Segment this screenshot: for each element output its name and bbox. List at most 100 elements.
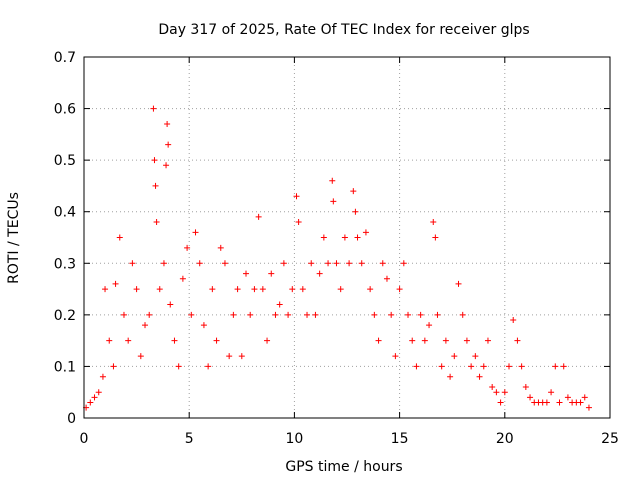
data-point [160,260,167,267]
data-point [354,234,361,241]
data-points [83,105,592,411]
data-point [285,311,292,318]
data-point [196,260,203,267]
data-point [200,322,207,329]
x-tick-label: 25 [601,431,619,447]
x-tick-labels: 0 5 10 15 20 25 [80,431,619,447]
data-point [388,311,395,318]
data-point [308,260,315,267]
x-tick-label: 5 [185,431,194,447]
data-point [179,275,186,282]
data-point [120,311,127,318]
data-point [379,260,386,267]
data-point [501,389,508,396]
data-point [383,275,390,282]
data-point [164,121,171,128]
data-point [87,399,94,406]
data-point [142,322,149,329]
data-point [459,311,466,318]
data-point [371,311,378,318]
data-point [585,404,592,411]
data-point [251,286,258,293]
data-point [400,260,407,267]
data-point [165,141,172,148]
data-point [497,399,504,406]
y-tick-label: 0.3 [54,256,76,272]
data-point [581,394,588,401]
data-point [299,286,306,293]
data-point [352,208,359,215]
data-point [230,311,237,318]
y-tick-label: 0.1 [54,359,76,375]
data-point [434,311,441,318]
data-point [489,384,496,391]
data-point [125,337,132,344]
data-point [217,244,224,251]
data-point [99,373,106,380]
data-point [304,311,311,318]
data-point [268,270,275,277]
data-point [577,399,584,406]
data-point [264,337,271,344]
data-point [358,260,365,267]
x-tick-label: 15 [391,431,409,447]
data-point [289,286,296,293]
data-point [472,353,479,360]
data-point [188,311,195,318]
data-point [543,399,550,406]
data-point [560,363,567,370]
y-tick-label: 0.5 [54,153,76,169]
data-point [396,286,403,293]
data-point [337,286,344,293]
data-point [405,311,412,318]
data-point [367,286,374,293]
data-point [116,234,123,241]
data-point [316,270,323,277]
data-point [442,337,449,344]
data-point [455,280,462,287]
data-point [146,311,153,318]
x-tick-label: 0 [80,431,89,447]
x-tick-label: 10 [285,431,303,447]
data-point [320,234,327,241]
data-point [247,311,254,318]
data-point [350,188,357,195]
data-point [409,337,416,344]
data-point [156,286,163,293]
data-point [150,105,157,112]
data-point [421,337,428,344]
data-point [451,353,458,360]
data-point [430,219,437,226]
data-point [438,363,445,370]
data-point [362,229,369,236]
data-point [375,337,382,344]
y-axis-label: ROTI / TECUs [6,192,22,284]
y-tick-label: 0.7 [54,50,76,66]
data-point [184,244,191,251]
data-point [152,182,159,189]
data-point [312,311,319,318]
data-point [171,337,178,344]
data-point [514,337,521,344]
data-point [432,234,439,241]
data-point [255,213,262,220]
data-point [468,363,475,370]
data-point [295,219,302,226]
data-point [112,280,119,287]
plot-frame [83,56,611,419]
data-point [476,373,483,380]
y-tick-label: 0.6 [54,102,76,118]
data-point [518,363,525,370]
data-point [325,260,332,267]
data-point [280,260,287,267]
y-tick-label: 0 [67,411,76,427]
data-point [163,162,170,169]
data-point [276,301,283,308]
data-point [493,389,500,396]
y-tick-label: 0.2 [54,308,76,324]
data-point [426,322,433,329]
data-point [463,337,470,344]
x-tick-label: 20 [496,431,514,447]
